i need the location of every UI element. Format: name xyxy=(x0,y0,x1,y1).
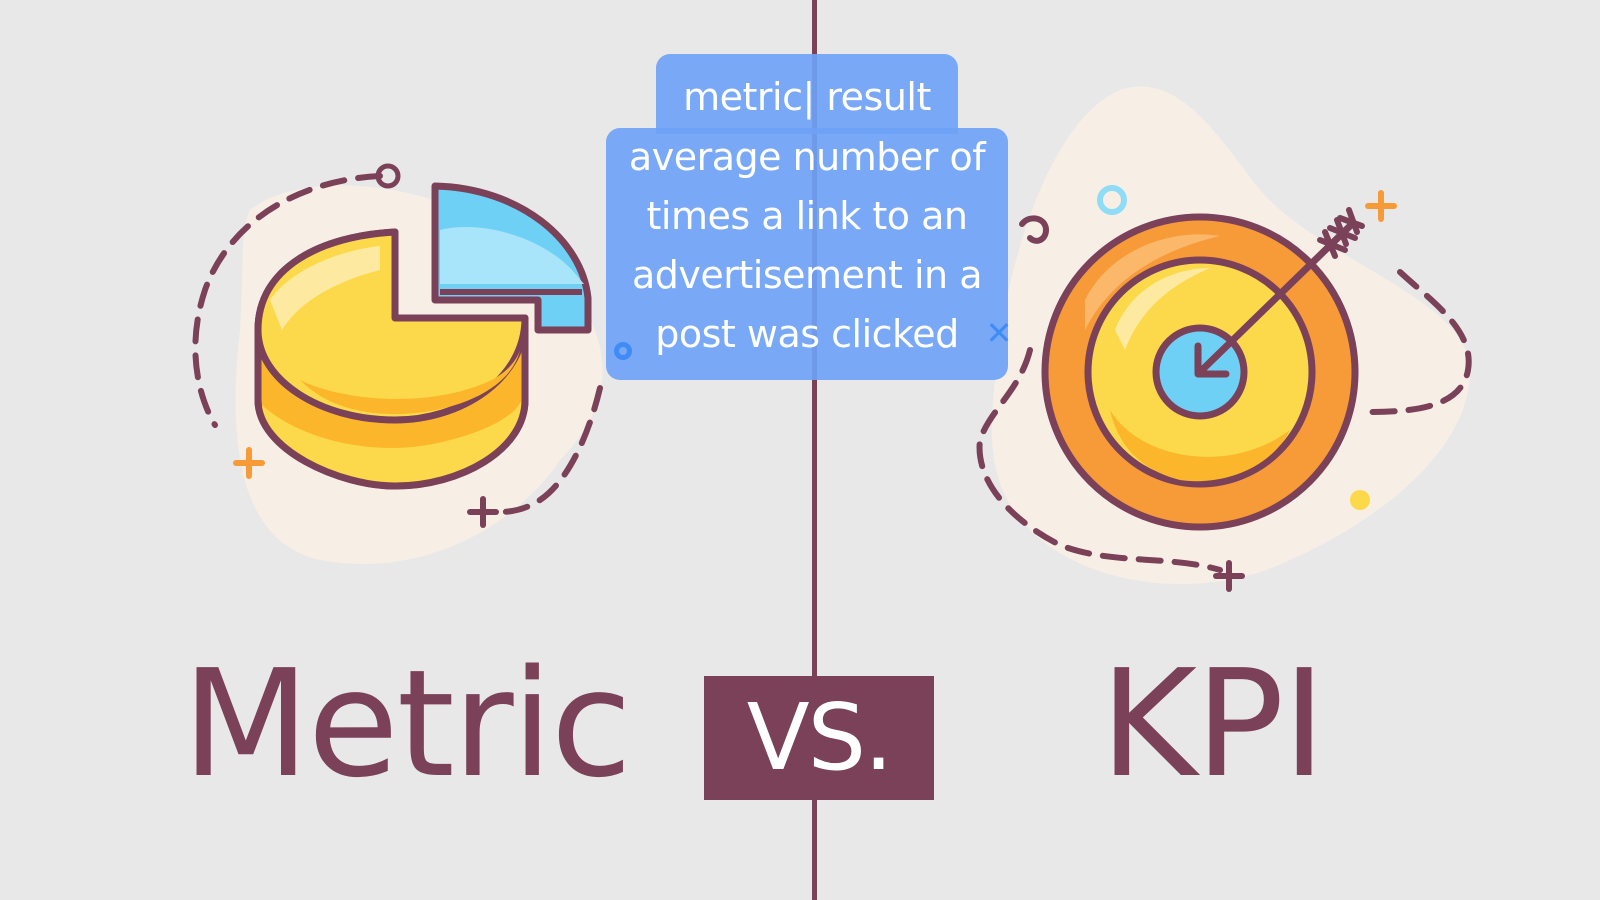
left-dashed-path-2 xyxy=(497,385,603,515)
right-dashed-path-2 xyxy=(1367,269,1472,415)
metric-label: Metric xyxy=(182,638,632,810)
left-plus-dark xyxy=(467,496,499,528)
left-plus-orange xyxy=(233,447,265,479)
left-ring-decor xyxy=(375,163,401,189)
kpi-label: KPI xyxy=(1100,638,1326,810)
right-plus-dark xyxy=(1213,560,1245,592)
selection-start-handle[interactable] xyxy=(614,342,632,360)
right-plus-orange xyxy=(1365,190,1397,222)
right-hook-decor xyxy=(1019,215,1050,244)
right-dashed-path xyxy=(976,347,1223,573)
center-divider xyxy=(812,0,817,900)
left-dashed-path xyxy=(192,173,383,428)
pie-chart-icon xyxy=(254,182,592,490)
right-ring-decor xyxy=(1097,185,1127,215)
target-arrow-icon xyxy=(1041,207,1365,531)
vs-label: VS. xyxy=(746,684,894,791)
vs-badge: VS. xyxy=(704,676,934,800)
right-dot-decor xyxy=(1350,490,1370,510)
close-icon[interactable]: ✕ xyxy=(985,314,1013,352)
